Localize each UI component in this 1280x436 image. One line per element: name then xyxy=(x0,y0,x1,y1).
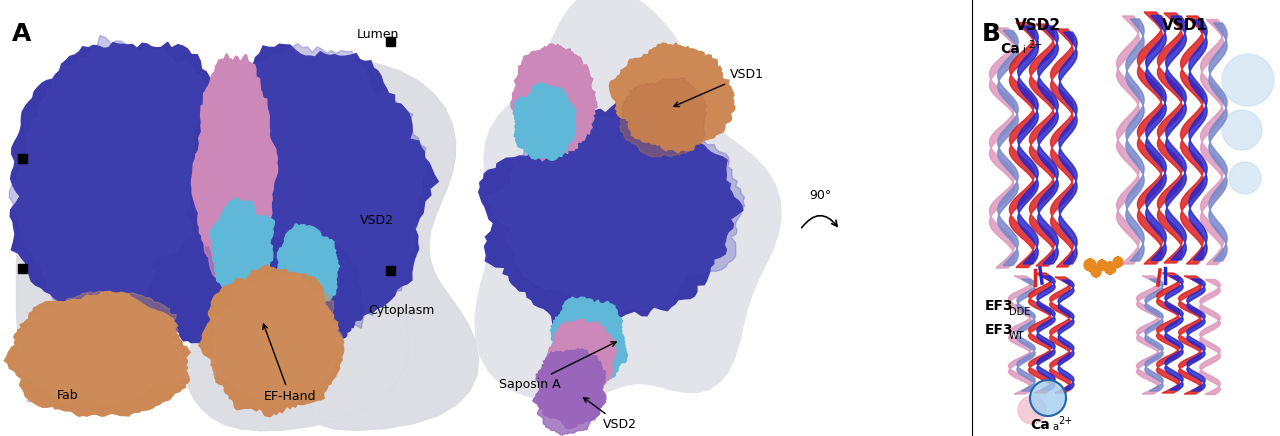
Polygon shape xyxy=(538,389,596,435)
Polygon shape xyxy=(511,44,596,161)
Polygon shape xyxy=(1201,20,1224,265)
Polygon shape xyxy=(1157,273,1179,393)
Polygon shape xyxy=(1038,26,1059,264)
Text: EF3: EF3 xyxy=(986,299,1014,313)
Text: Cytoplasm: Cytoplasm xyxy=(369,303,434,317)
Polygon shape xyxy=(1116,16,1139,264)
Bar xyxy=(18,263,27,272)
Polygon shape xyxy=(1037,276,1055,390)
Text: i: i xyxy=(1021,45,1025,55)
Circle shape xyxy=(1229,162,1261,194)
Polygon shape xyxy=(479,103,742,325)
Text: A: A xyxy=(12,22,32,46)
Text: a: a xyxy=(1052,422,1059,432)
Polygon shape xyxy=(1187,279,1206,391)
Polygon shape xyxy=(1146,16,1166,260)
Text: Saposin A: Saposin A xyxy=(499,342,616,391)
Polygon shape xyxy=(14,291,188,405)
Polygon shape xyxy=(1009,276,1032,394)
Text: EF3: EF3 xyxy=(986,323,1014,337)
Polygon shape xyxy=(253,240,364,350)
Polygon shape xyxy=(1029,24,1055,266)
Polygon shape xyxy=(223,244,273,324)
Text: EF-Hand: EF-Hand xyxy=(262,324,316,403)
Polygon shape xyxy=(1126,19,1144,261)
Polygon shape xyxy=(10,42,255,334)
Polygon shape xyxy=(1059,280,1074,390)
Polygon shape xyxy=(609,43,735,153)
Polygon shape xyxy=(1051,29,1074,267)
Polygon shape xyxy=(1179,276,1202,394)
Polygon shape xyxy=(1157,13,1183,263)
Polygon shape xyxy=(532,349,605,429)
Text: VSD1: VSD1 xyxy=(1162,18,1208,33)
Text: VSD2: VSD2 xyxy=(1015,18,1061,33)
Text: Fab: Fab xyxy=(58,388,79,402)
Polygon shape xyxy=(17,51,479,431)
Bar xyxy=(385,37,394,47)
Polygon shape xyxy=(1208,23,1228,261)
Polygon shape xyxy=(275,224,339,310)
Circle shape xyxy=(1222,54,1274,106)
Polygon shape xyxy=(1189,20,1207,260)
Text: 2+: 2+ xyxy=(1059,416,1073,426)
Text: 90°: 90° xyxy=(809,188,831,201)
Polygon shape xyxy=(187,44,438,348)
Polygon shape xyxy=(147,229,328,347)
Circle shape xyxy=(1084,259,1096,271)
Polygon shape xyxy=(1144,279,1164,391)
Circle shape xyxy=(1103,262,1116,274)
Polygon shape xyxy=(211,273,344,404)
Polygon shape xyxy=(550,297,627,387)
Polygon shape xyxy=(1137,276,1160,394)
Text: Ca: Ca xyxy=(1030,418,1050,432)
Text: DDE: DDE xyxy=(1009,307,1030,317)
Polygon shape xyxy=(1166,16,1187,260)
Polygon shape xyxy=(17,51,479,431)
Polygon shape xyxy=(198,265,343,417)
Polygon shape xyxy=(152,248,314,273)
Polygon shape xyxy=(200,145,260,277)
Bar xyxy=(975,0,1280,436)
Polygon shape xyxy=(1029,273,1051,393)
Polygon shape xyxy=(4,291,191,416)
Polygon shape xyxy=(1059,32,1078,264)
Circle shape xyxy=(1114,257,1123,267)
Polygon shape xyxy=(548,319,617,400)
Polygon shape xyxy=(1010,23,1034,268)
Circle shape xyxy=(1030,380,1066,416)
Text: VSD2: VSD2 xyxy=(584,398,637,431)
Polygon shape xyxy=(1180,16,1203,264)
Text: Ca: Ca xyxy=(1000,42,1020,56)
Text: WT: WT xyxy=(1009,331,1024,341)
Text: 2+: 2+ xyxy=(1028,40,1042,50)
Polygon shape xyxy=(1199,279,1220,395)
Text: VSD1: VSD1 xyxy=(675,68,764,106)
Text: VSD2: VSD2 xyxy=(360,214,394,226)
Polygon shape xyxy=(210,198,274,299)
Polygon shape xyxy=(997,31,1019,266)
Polygon shape xyxy=(475,0,781,401)
Polygon shape xyxy=(1016,279,1036,391)
Polygon shape xyxy=(9,35,241,326)
Polygon shape xyxy=(1018,26,1038,264)
Circle shape xyxy=(1097,260,1107,270)
Circle shape xyxy=(1222,110,1262,150)
Circle shape xyxy=(1091,267,1101,277)
Polygon shape xyxy=(193,44,426,330)
Polygon shape xyxy=(989,28,1015,268)
Polygon shape xyxy=(1138,12,1162,264)
Polygon shape xyxy=(1050,277,1070,393)
Text: Lumen: Lumen xyxy=(357,28,399,41)
Bar xyxy=(18,153,27,163)
Polygon shape xyxy=(513,82,576,160)
Bar xyxy=(385,266,394,275)
Polygon shape xyxy=(488,116,745,315)
Polygon shape xyxy=(212,330,264,392)
Polygon shape xyxy=(620,78,707,157)
Text: B: B xyxy=(982,22,1001,46)
Circle shape xyxy=(1018,396,1046,424)
Polygon shape xyxy=(192,54,278,283)
Polygon shape xyxy=(1165,276,1183,390)
